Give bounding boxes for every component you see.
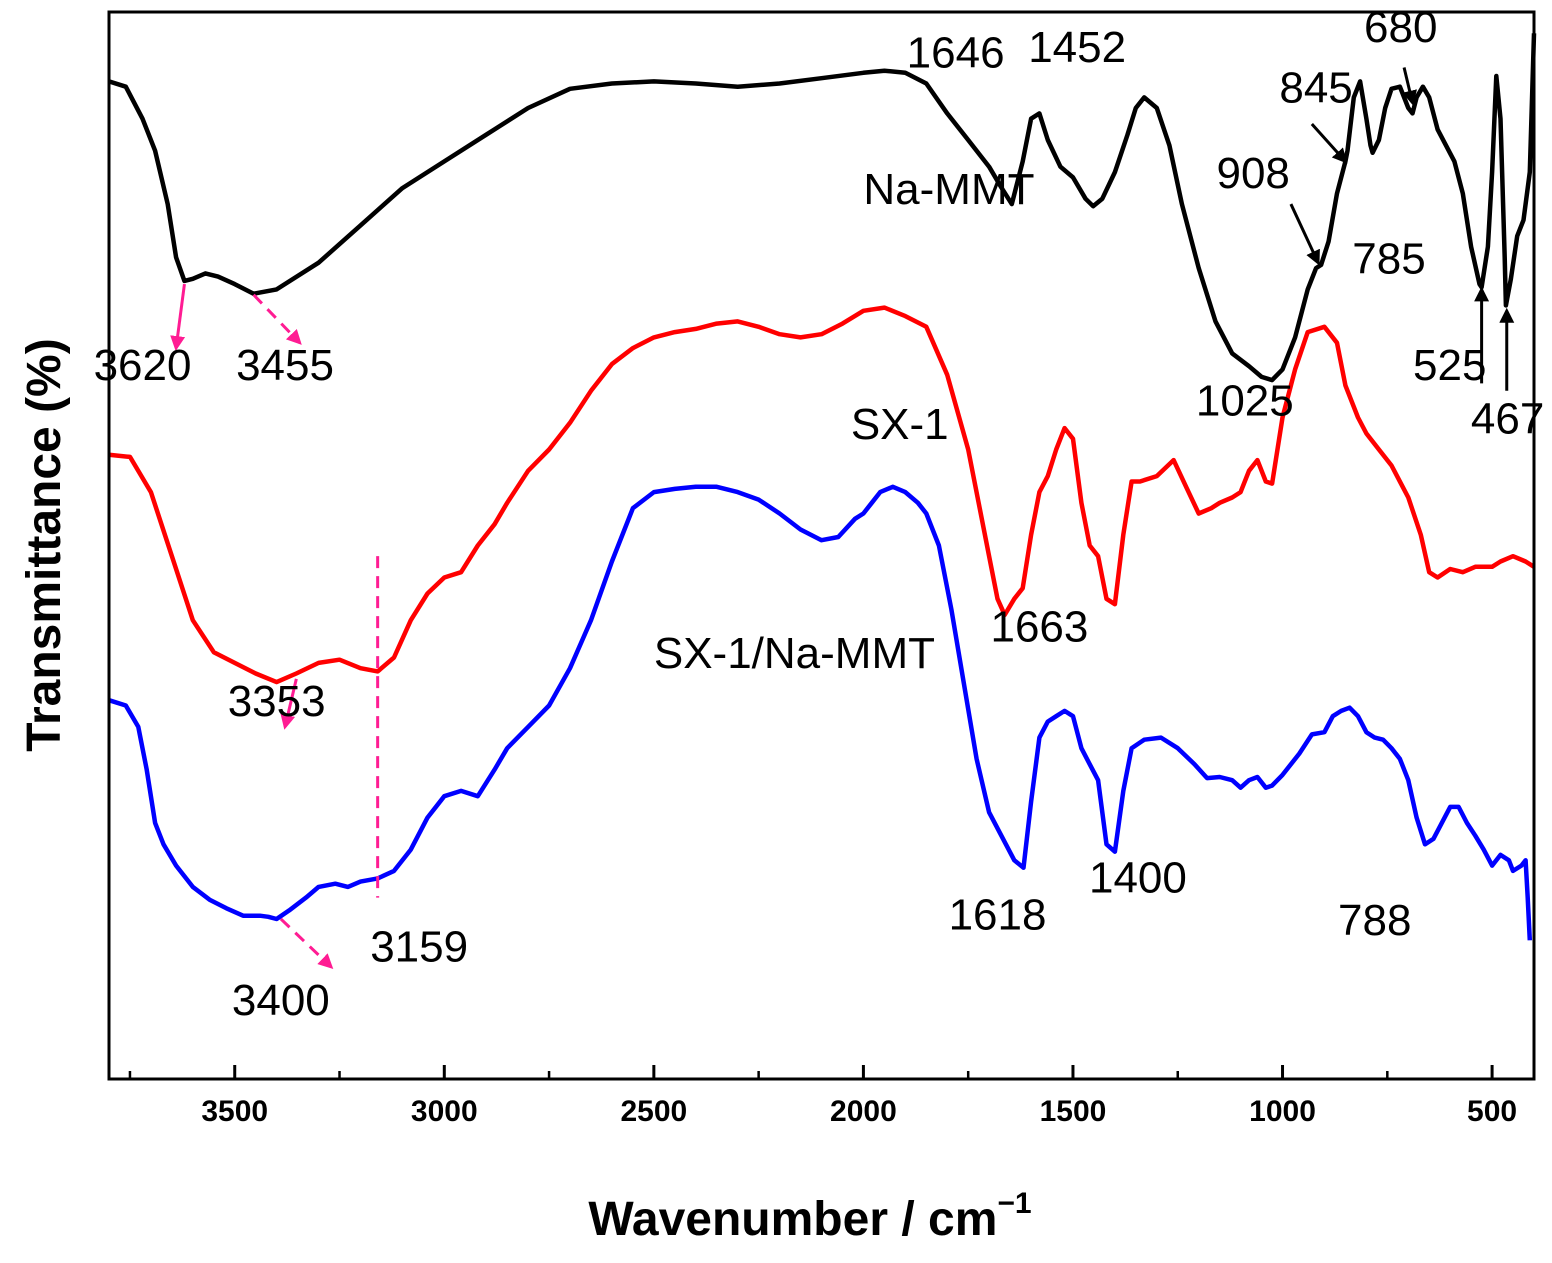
series-label-na-mmt: Na-MMT [863, 165, 1034, 214]
peak-label-785: 785 [1352, 234, 1425, 283]
series-line-sx-1 [108, 305, 1536, 685]
x-axis-title-sup: −1 [997, 1187, 1031, 1220]
peak-label-525: 525 [1413, 341, 1486, 390]
peak-label-1618: 1618 [949, 891, 1047, 940]
peak-arrow-3620 [170, 283, 186, 352]
x-tick-label-3000: 3000 [411, 1095, 478, 1128]
x-tick-label-2500: 2500 [620, 1095, 687, 1128]
peak-label-1663: 1663 [990, 603, 1088, 652]
peak-label-3353: 3353 [228, 677, 326, 726]
x-axis-title-main: Wavenumber / cm [588, 1193, 997, 1246]
series-line-sx-1-na-mmt [108, 484, 1533, 941]
peak-label-3159: 3159 [370, 923, 468, 972]
peak-label-1452: 1452 [1028, 23, 1126, 72]
x-tick-label-500: 500 [1467, 1095, 1517, 1128]
x-tick-label-1000: 1000 [1249, 1095, 1316, 1128]
series-line-na-mmt [108, 33, 1537, 383]
peak-label-467: 467 [1471, 394, 1544, 443]
y-axis-title: Transmittance (%) [18, 338, 71, 751]
peak-label-1400: 1400 [1089, 853, 1187, 902]
peak-arrow-908 [1289, 203, 1320, 266]
x-axis-title: Wavenumber / cm−1 [588, 1187, 1031, 1246]
peak-arrow-3455 [252, 293, 302, 345]
peak-label-788: 788 [1338, 896, 1411, 945]
series-label-sx-1: SX-1 [851, 400, 949, 449]
peak-label-3400: 3400 [232, 976, 330, 1025]
peak-arrow-3353 [280, 678, 298, 730]
peak-label-1646: 1646 [907, 28, 1005, 77]
x-tick-label-3500: 3500 [201, 1095, 268, 1128]
peak-label-680: 680 [1364, 3, 1437, 52]
peak-arrow-845 [1310, 123, 1348, 164]
peak-label-1025: 1025 [1196, 376, 1294, 425]
plot-frame [107, 10, 1536, 1081]
series-label-sx-1-na-mmt: SX-1/Na-MMT [654, 629, 935, 678]
axes-layer [107, 10, 1536, 1081]
peak-label-3455: 3455 [236, 341, 334, 390]
x-ticks: 3500 3000 2500 2000 1500 1000 500 [128, 1065, 1517, 1128]
peak-arrow-680 [1402, 67, 1417, 106]
peak-arrow-3400 [279, 917, 334, 970]
peak-label-908: 908 [1216, 149, 1289, 198]
series-layer: Na-MMT SX-1 SX-1/Na-MMT [108, 33, 1537, 941]
x-tick-label-1500: 1500 [1040, 1095, 1107, 1128]
peak-label-845: 845 [1279, 64, 1352, 113]
x-tick-label-2000: 2000 [830, 1095, 897, 1128]
